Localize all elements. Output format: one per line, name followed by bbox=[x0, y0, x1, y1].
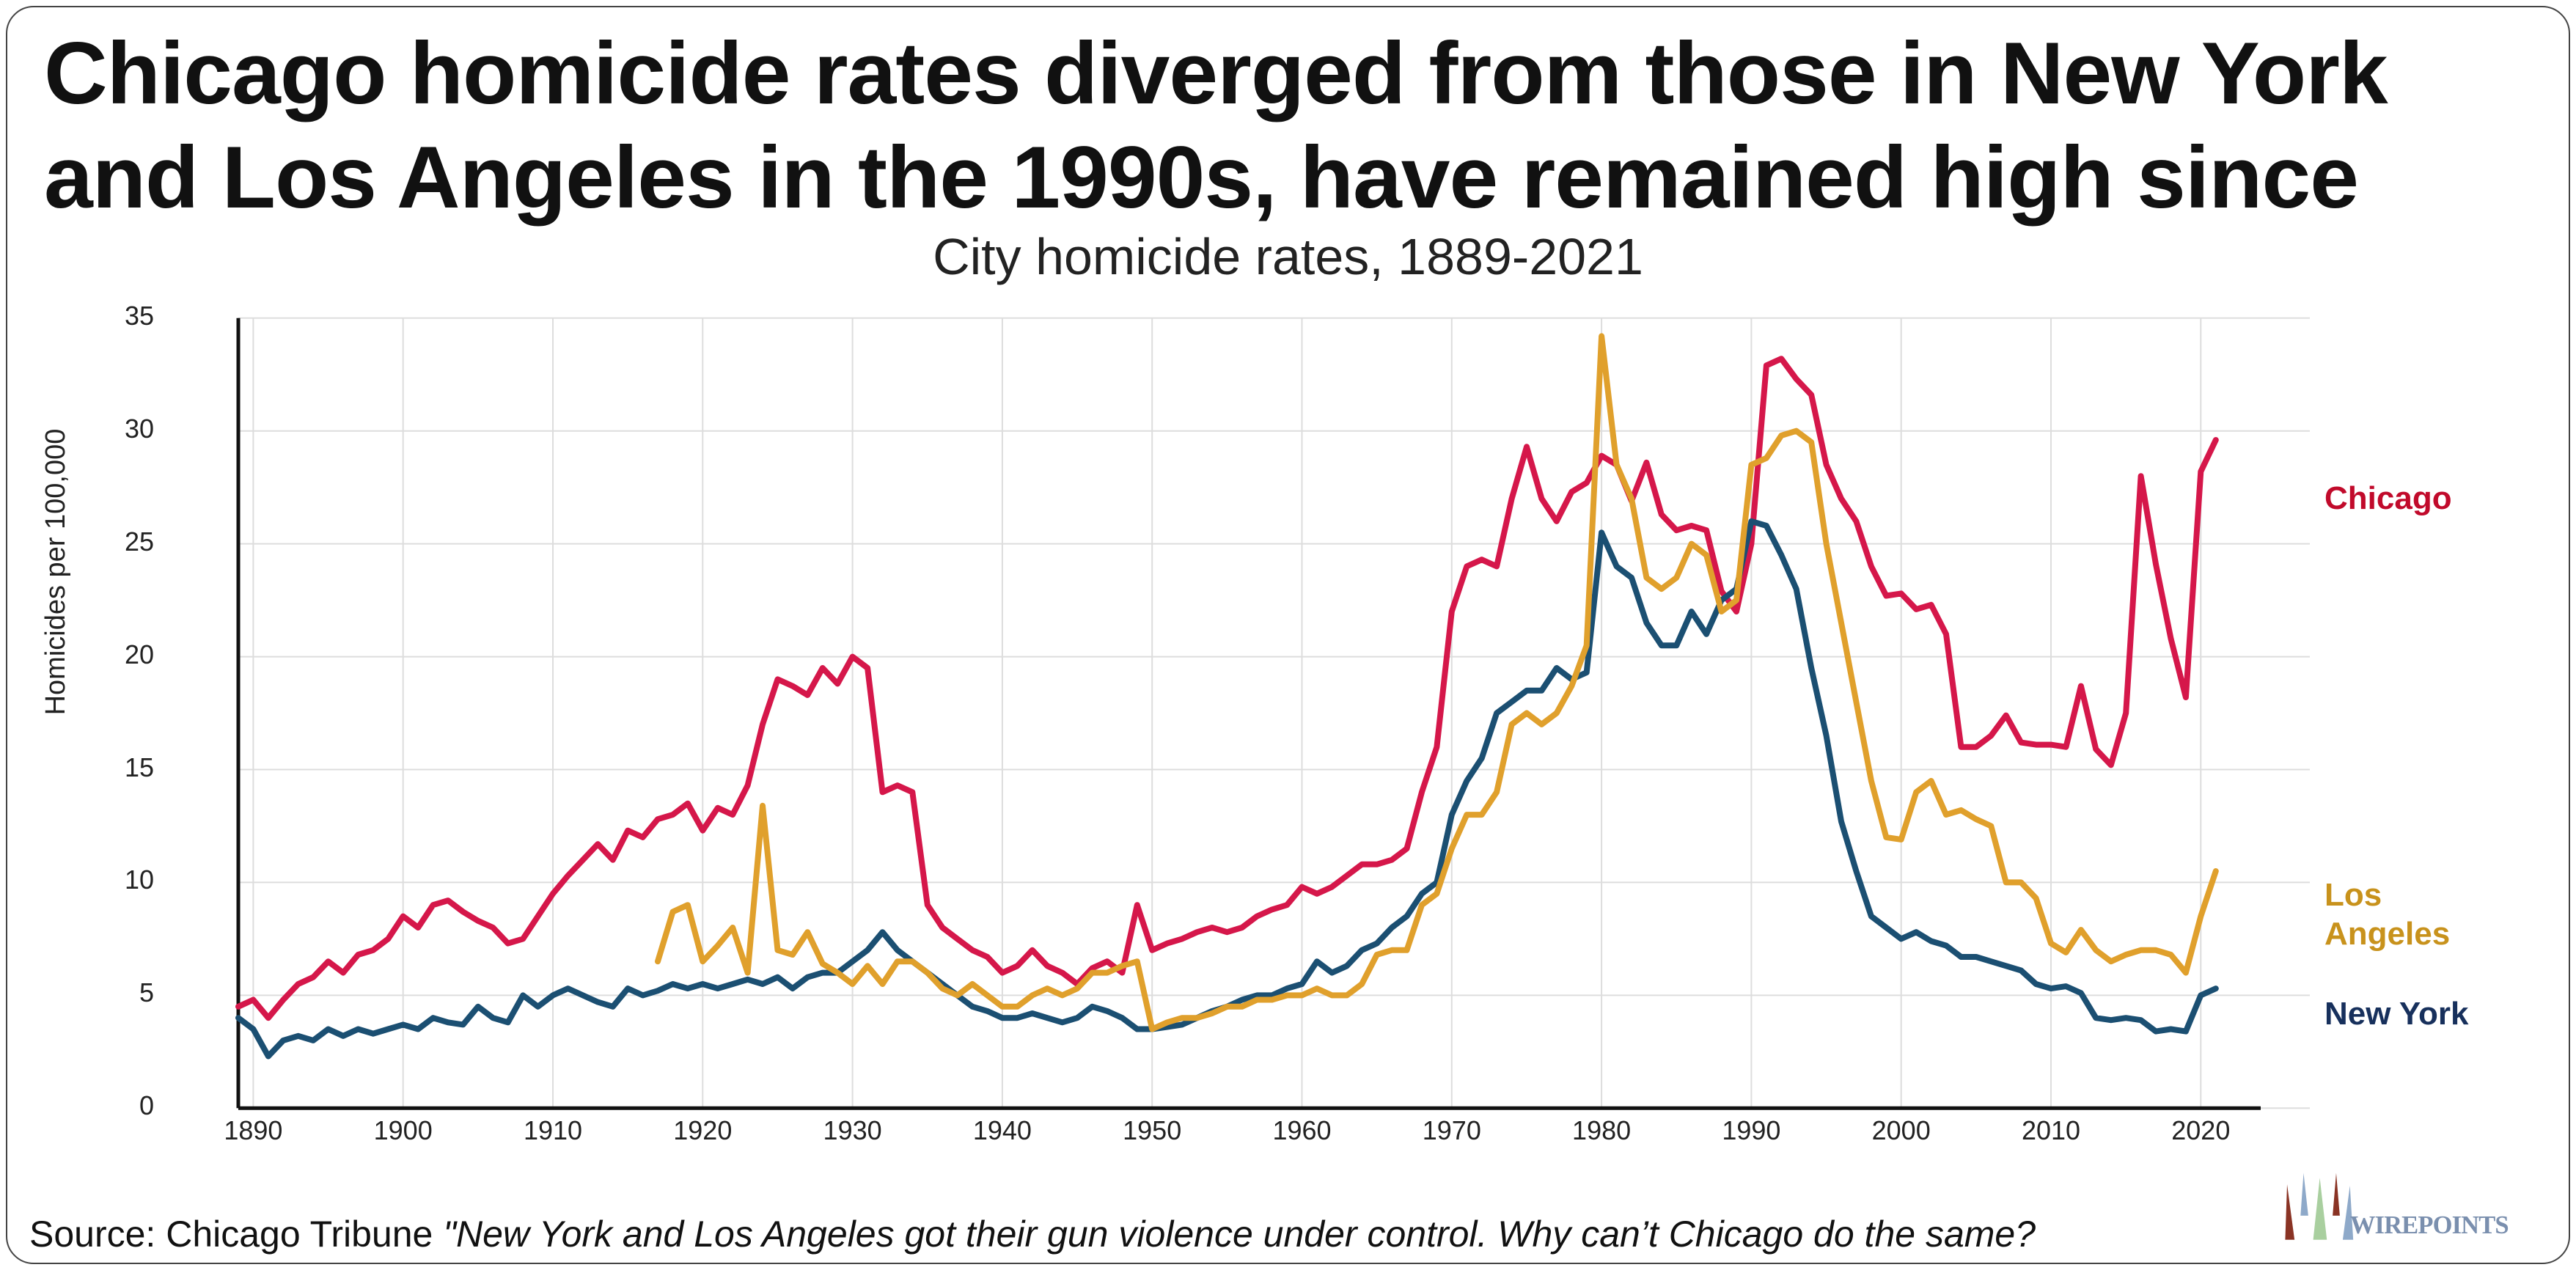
svg-text:WIREPOINTS: WIREPOINTS bbox=[2350, 1211, 2509, 1239]
